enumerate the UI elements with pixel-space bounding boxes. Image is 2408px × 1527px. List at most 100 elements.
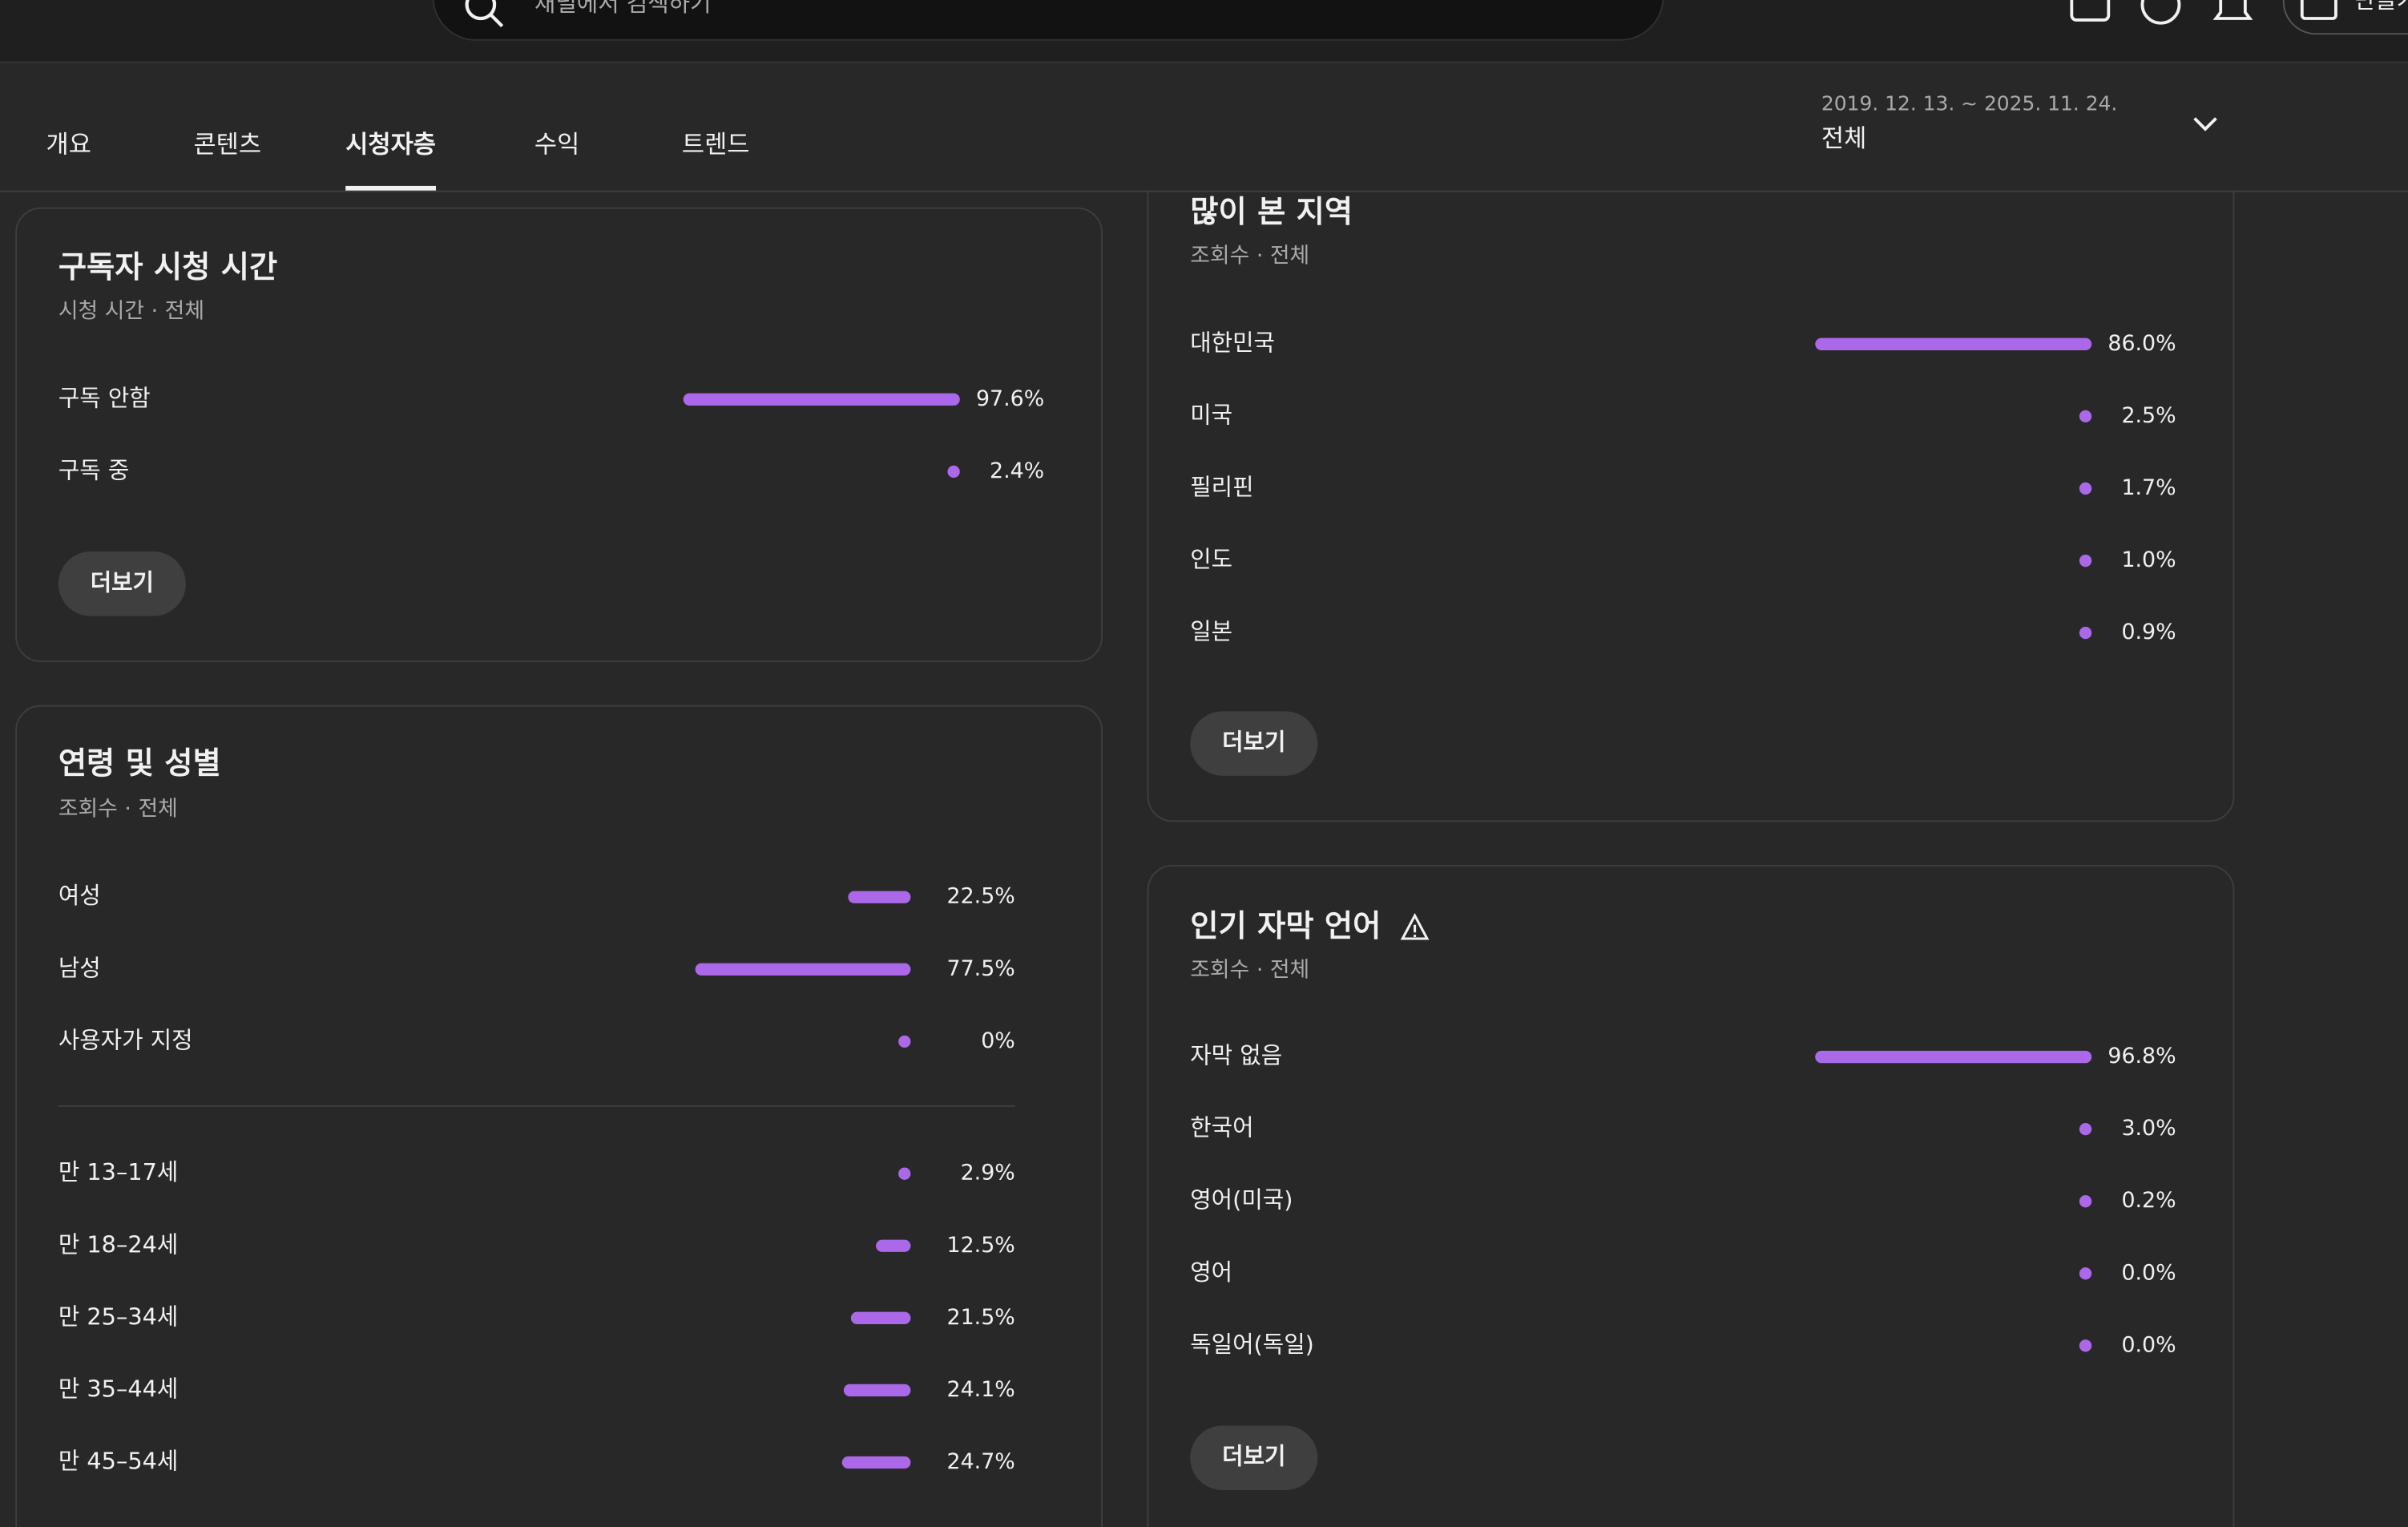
- row-value: 2.5%: [2121, 403, 2176, 428]
- card-frame: [1147, 138, 2235, 822]
- row-value: 1.7%: [2121, 475, 2176, 500]
- row-label: 자막 없음: [1190, 1042, 1282, 1069]
- row-label: 구독 중: [58, 456, 129, 483]
- more-button[interactable]: 더보기: [1190, 1425, 1318, 1490]
- row-value: 2.4%: [990, 459, 1044, 483]
- card-frame: [15, 207, 1103, 663]
- row-label: 영어: [1190, 1258, 1232, 1286]
- header: 채널에서 검색하기 만들기 개요 콘텐츠 시청자층 수익 트렌드 2019. 12. 1…: [0, 0, 2408, 192]
- card-title: 인기 자막 언어: [1190, 908, 1381, 944]
- bar-dot: [2079, 626, 2092, 640]
- row-label: 인도: [1190, 546, 1232, 573]
- bar-dot: [898, 1167, 911, 1180]
- bar: [1815, 337, 2092, 350]
- more-button[interactable]: 더보기: [58, 551, 186, 616]
- row-label: 남성: [58, 954, 101, 981]
- row-value: 86.0%: [2108, 331, 2176, 356]
- row-label: 만 13–17세: [58, 1158, 179, 1186]
- bar: [848, 891, 911, 903]
- row-label: 미국: [1190, 401, 1232, 428]
- row-label: 만 45–54세: [58, 1447, 179, 1474]
- card-frame: [1147, 864, 2235, 1527]
- bar: [841, 1456, 911, 1469]
- create-icon: [2300, 0, 2337, 20]
- search-icon: [465, 0, 497, 21]
- more-button-label[interactable]: 더보기: [91, 568, 154, 596]
- warning-icon: [1400, 912, 1430, 940]
- row-value: 0.0%: [2121, 1332, 2176, 1357]
- help-icon[interactable]: [2140, 0, 2181, 25]
- bar: [876, 1239, 911, 1252]
- bar: [695, 963, 911, 976]
- bar-dot: [2079, 554, 2092, 568]
- row-value: 1.0%: [2121, 547, 2176, 572]
- row-value: 96.8%: [2108, 1044, 2176, 1068]
- bar-dot: [2079, 1195, 2092, 1208]
- tab[interactable]: 콘텐츠: [193, 131, 261, 160]
- search-placeholder: 채널에서 검색하기: [534, 0, 712, 17]
- row-label: 한국어: [1190, 1114, 1253, 1141]
- row-value: 2.9%: [961, 1161, 1015, 1186]
- bar-dot: [947, 465, 960, 479]
- card-subtitle: 조회수 · 전체: [58, 796, 178, 821]
- row-value: 0.2%: [2121, 1188, 2176, 1213]
- row-value: 0%: [981, 1028, 1015, 1053]
- row-label: 구독 안함: [58, 384, 151, 411]
- bar: [843, 1384, 911, 1397]
- search-box[interactable]: [432, 0, 1664, 41]
- card-subtitle: 조회수 · 전체: [1190, 244, 1309, 269]
- more-button-bg[interactable]: [58, 551, 186, 616]
- row-value: 24.7%: [947, 1449, 1015, 1474]
- tab[interactable]: 수익: [534, 131, 579, 160]
- more-button-bg[interactable]: [1190, 711, 1318, 776]
- row-value: 3.0%: [2121, 1116, 2176, 1141]
- bar-dot: [898, 1035, 911, 1048]
- tab[interactable]: 개요: [46, 131, 91, 160]
- row-label: 필리핀: [1190, 473, 1253, 500]
- bar-dot: [2079, 1339, 2092, 1352]
- card-title: 연령 및 성별: [58, 745, 221, 782]
- bar-dot: [2079, 482, 2092, 495]
- row-label: 독일어(독일): [1190, 1331, 1314, 1358]
- row-value: 24.1%: [947, 1377, 1015, 1402]
- tabs: 개요 콘텐츠 시청자층 수익 트렌드: [46, 131, 750, 191]
- row-value: 77.5%: [947, 956, 1015, 981]
- date-selection[interactable]: 전체: [1821, 125, 1866, 153]
- row-label: 일본: [1190, 618, 1232, 645]
- bar-dot: [2079, 1122, 2092, 1136]
- row-value: 97.6%: [976, 386, 1044, 411]
- card-title: 많이 본 지역: [1190, 194, 1353, 230]
- row-value: 12.5%: [947, 1233, 1015, 1258]
- row-label: 사용자가 지정: [58, 1026, 193, 1053]
- row-label: 만 25–34세: [58, 1303, 179, 1330]
- bar: [1815, 1050, 2092, 1064]
- row-label: 여성: [58, 882, 101, 909]
- card-frame: [15, 705, 1103, 1527]
- dropdown-chevron[interactable]: [2193, 117, 2217, 131]
- tab[interactable]: 트렌드: [682, 131, 750, 160]
- date-range: 2019. 12. 13. ~ 2025. 11. 24.: [1821, 91, 2117, 115]
- row-value: 0.9%: [2121, 620, 2176, 644]
- tab[interactable]: 시청자층: [345, 131, 436, 160]
- create-button[interactable]: [2282, 0, 2408, 35]
- row-label: 대한민국: [1190, 329, 1275, 356]
- feedback-icon[interactable]: [2070, 0, 2111, 22]
- bar-dot: [2079, 410, 2092, 423]
- more-button-label[interactable]: 더보기: [1222, 729, 1285, 756]
- more-button-bg[interactable]: [1190, 1425, 1318, 1490]
- row-value: 0.0%: [2121, 1260, 2176, 1285]
- card-title: 구독자 시청 시간: [58, 249, 277, 285]
- row-label: 만 18–24세: [58, 1230, 179, 1258]
- card-subtitle: 조회수 · 전체: [1190, 958, 1309, 983]
- more-button-label[interactable]: 더보기: [1222, 1443, 1285, 1470]
- bar: [850, 1311, 911, 1325]
- bar: [683, 393, 960, 406]
- more-button[interactable]: 더보기: [1190, 711, 1318, 776]
- tab-underline: [345, 185, 437, 191]
